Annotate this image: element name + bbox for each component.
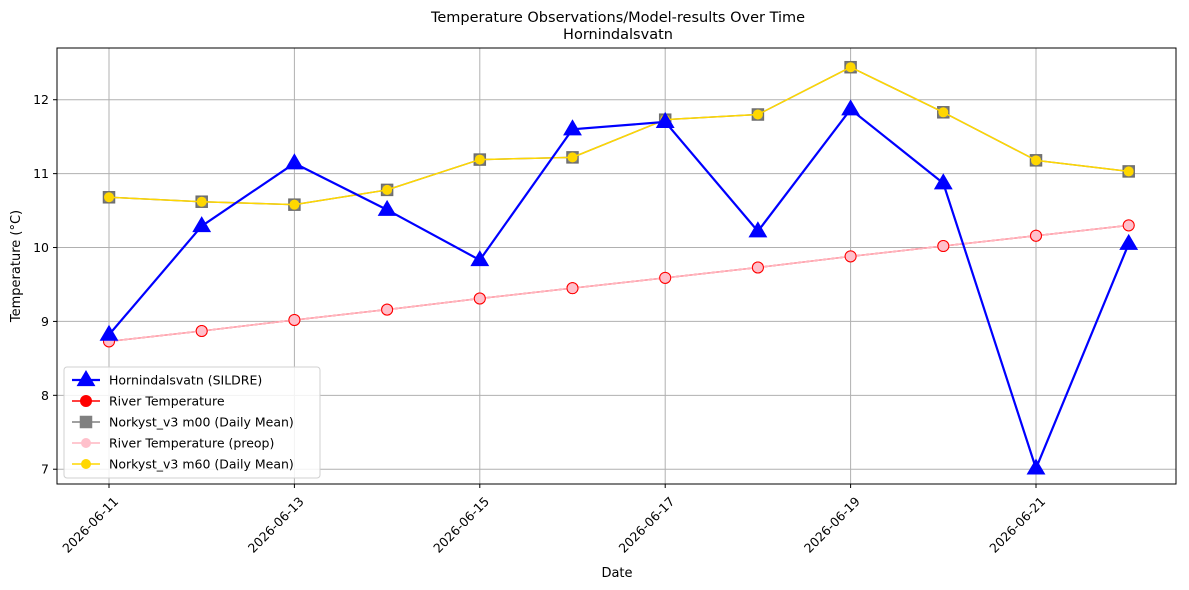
legend-label: Norkyst_v3 m60 (Daily Mean) [109,457,294,472]
data-point [195,325,208,338]
legend-marker [80,395,92,407]
series-0 [99,99,1139,475]
data-point [1026,458,1046,475]
data-point [288,313,301,326]
data-point [845,62,856,73]
data-point [104,192,114,203]
data-point [99,324,119,341]
data-point [289,199,300,210]
legend-entry: Norkyst_v3 m60 (Daily Mean) [72,457,294,472]
legend-marker [81,438,91,448]
series-line [108,224,1129,343]
data-point [377,199,397,216]
data-point [382,184,393,195]
data-point [1030,229,1042,242]
y-tick-label: 7 [41,462,49,477]
data-point [563,119,582,136]
legend-label: River Temperature (preop) [109,436,274,451]
data-point [659,271,672,284]
data-point [566,282,579,295]
y-tick-label: 11 [33,166,49,181]
legend-label: Norkyst_v3 m00 (Daily Mean) [109,415,294,430]
series-line [108,108,1130,470]
series-line [108,66,1129,206]
data-point [655,111,675,128]
legend-box [63,366,321,479]
data-point [933,173,953,190]
legend-entry: Norkyst_v3 m00 (Daily Mean) [72,415,294,430]
legend-label: River Temperature [109,394,225,409]
legend-entry: Hornindalsvatn (SILDRE) [72,370,262,388]
legend-marker [79,415,93,429]
x-tick-label: 2026-06-11 [59,494,121,556]
legend-label: Hornindalsvatn (SILDRE) [109,373,262,388]
data-point [470,250,490,267]
legend-entry: River Temperature [72,394,225,409]
data-point [748,221,768,238]
series-4 [104,62,1134,210]
x-tick-label: 2026-06-17 [616,494,678,556]
data-point [938,107,949,118]
chart-subtitle: Hornindalsvatn [563,27,673,43]
legend-marker [81,459,91,469]
chart-title: Temperature Observations/Model-results O… [430,10,805,26]
data-point [1122,219,1135,232]
data-point [1119,233,1139,250]
series-3 [103,219,1135,348]
y-tick-label: 10 [33,240,49,255]
data-point [752,109,763,120]
x-tick-label: 2026-06-19 [801,494,863,556]
data-point [473,292,486,305]
data-point [474,154,485,165]
data-point [1031,155,1041,166]
data-point [196,196,207,207]
x-axis-label: Date [601,566,632,581]
data-point [381,303,394,316]
data-point [841,99,861,116]
data-point [567,152,578,163]
y-tick-label: 12 [33,92,49,107]
y-axis-label: Temperature (°C) [9,210,24,323]
axis-ticks: 2026-06-11 2026-06-13 2026-06-15 2026-06-17… [33,92,1048,555]
data-point [1123,166,1134,177]
data-point [751,261,764,274]
data-point [937,240,950,253]
legend: Hornindalsvatn (SILDRE) River Temperature… [63,366,321,479]
data-point [192,216,212,233]
x-tick-label: 2026-06-13 [245,494,307,556]
legend-marker [76,370,96,387]
legend-entry: River Temperature (preop) [72,436,274,451]
y-tick-label: 9 [41,314,49,329]
y-tick-label: 8 [41,388,49,403]
data-point [844,250,857,263]
data-point [284,153,304,170]
series-layer [99,60,1139,475]
x-tick-label: 2026-06-15 [430,494,492,556]
plot-area-frame [56,47,1177,485]
x-tick-label: 2026-06-21 [986,494,1048,556]
